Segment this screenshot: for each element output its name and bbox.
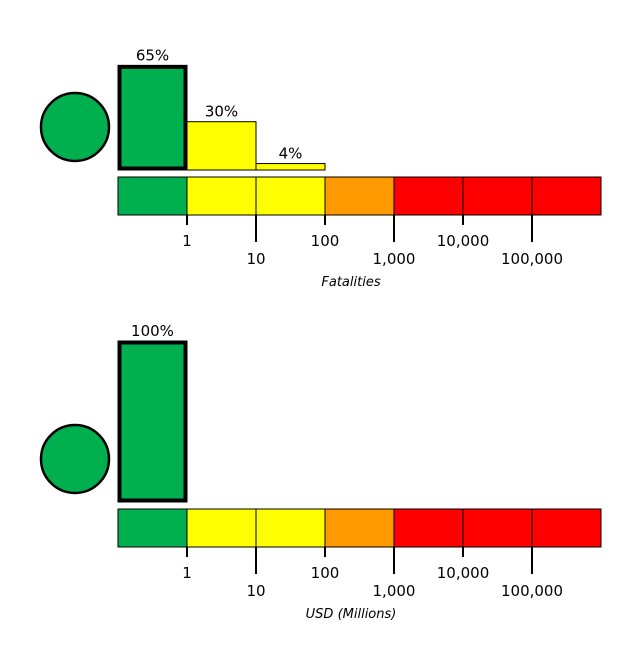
probability-bar — [117, 64, 188, 171]
color-scale-segment — [462, 508, 533, 548]
color-scale-segment — [462, 176, 533, 216]
color-scale-segment — [117, 176, 188, 216]
color-scale-segment — [117, 508, 188, 548]
tick-label: 1 — [182, 232, 192, 250]
tick-label: 1,000 — [373, 250, 416, 268]
tick-label: 10,000 — [437, 564, 490, 582]
bar-value-label: 4% — [279, 145, 303, 163]
color-scale-segment — [255, 176, 326, 216]
tick-label: 10 — [246, 250, 265, 268]
color-scale-segment — [324, 176, 395, 216]
alert-level-circle — [39, 423, 111, 495]
x-axis-label: Fatalities — [321, 275, 380, 290]
tick-label: 1 — [182, 564, 192, 582]
color-scale-segment — [255, 508, 326, 548]
color-scale-segment — [186, 508, 257, 548]
tick-label: 100,000 — [501, 250, 563, 268]
tick-label: 10,000 — [437, 232, 490, 250]
bar-value-label: 65% — [136, 46, 169, 64]
tick-label: 100 — [311, 564, 340, 582]
color-scale-segment — [324, 508, 395, 548]
color-scale-segment — [531, 508, 602, 548]
probability-bar — [255, 163, 326, 171]
color-scale-segment — [393, 176, 464, 216]
bar-value-label: 30% — [205, 103, 238, 121]
probability-bar — [117, 340, 188, 503]
tick-label: 1,000 — [373, 582, 416, 600]
color-scale-segment — [531, 176, 602, 216]
probability-bar — [186, 121, 257, 171]
bar-value-label: 100% — [131, 322, 174, 340]
color-scale-segment — [393, 508, 464, 548]
tick-label: 100,000 — [501, 582, 563, 600]
tick-label: 100 — [311, 232, 340, 250]
tick-label: 10 — [246, 582, 265, 600]
color-scale-segment — [186, 176, 257, 216]
alert-level-circle — [39, 91, 111, 163]
x-axis-label: USD (Millions) — [306, 607, 397, 622]
